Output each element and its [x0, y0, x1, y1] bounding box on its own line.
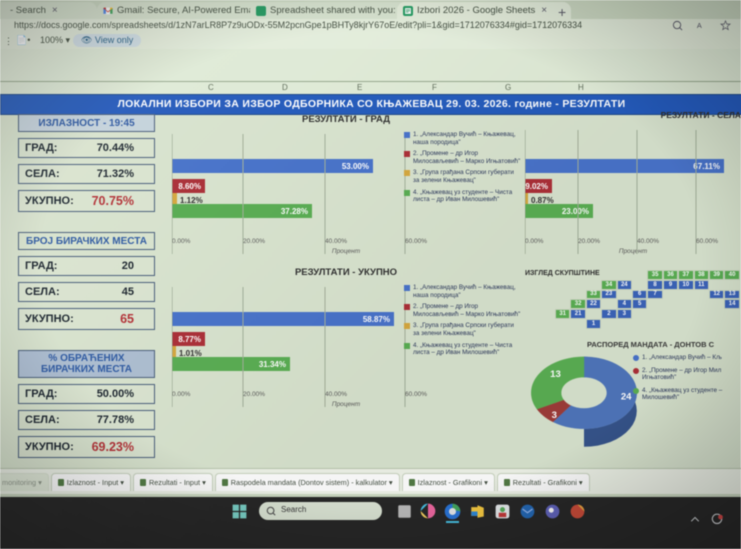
svg-text:3: 3 [552, 410, 557, 421]
svg-text:A: A [697, 21, 702, 30]
svg-text:13: 13 [550, 369, 561, 380]
svg-text:24: 24 [621, 391, 632, 402]
